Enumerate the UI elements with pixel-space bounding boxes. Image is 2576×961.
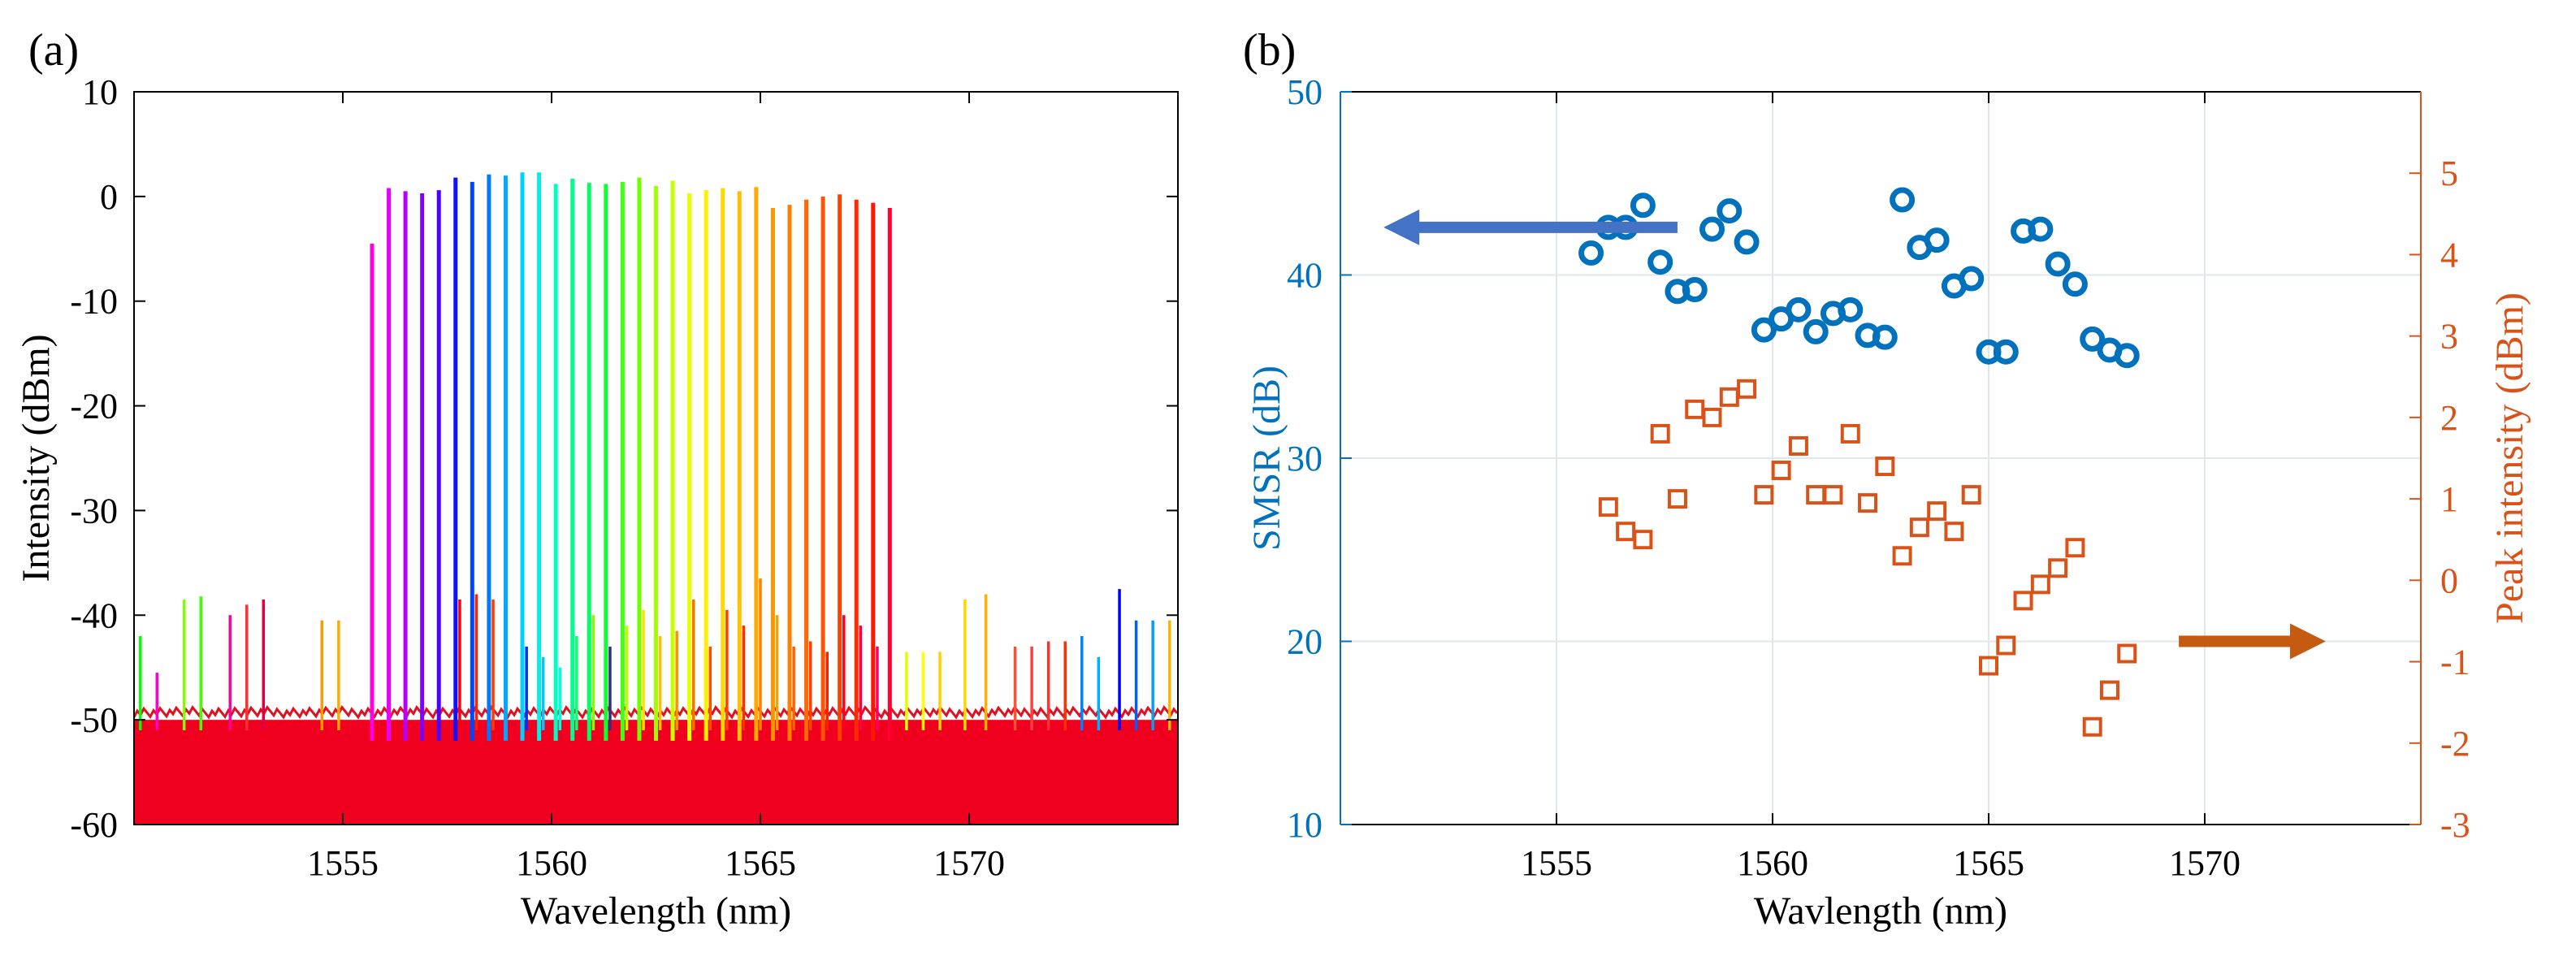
smsr-point: [1786, 297, 1812, 322]
left-y-tick-label: 30: [1287, 439, 1323, 478]
right-y-tick-label: -3: [2440, 805, 2470, 845]
right-y-tick-label: -2: [2440, 724, 2470, 764]
left-y-tick-label: 50: [1287, 72, 1323, 112]
smsr-point: [1630, 193, 1656, 219]
x-tick-label: 1555: [307, 843, 379, 883]
y-tick-label: -60: [70, 805, 118, 845]
right-axis-arrow-head: [2289, 623, 2326, 660]
x-tick-label: 1570: [933, 843, 1005, 883]
smsr-point: [2062, 271, 2088, 297]
right-y-tick-label: 0: [2440, 561, 2458, 600]
peak-intensity-point: [1875, 457, 1895, 477]
peak-intensity-point: [1996, 635, 2016, 656]
panel-a: 1555 1560 1565 1570 -60 -50 -40 -30 -20 -10 0 10 (a…: [15, 25, 1179, 933]
left-y-tick-label: 20: [1287, 622, 1323, 662]
right-y-tick-label: -1: [2440, 643, 2470, 682]
smsr-point: [1803, 318, 1829, 344]
x-tick-label: 1565: [1953, 843, 2024, 883]
peak-intensity-point: [2030, 574, 2050, 595]
peak-intensity-point: [1927, 501, 1947, 522]
peak-intensity-point: [2082, 716, 2102, 737]
x-tick-label: 1555: [1521, 843, 1592, 883]
peak-intensity-point: [1823, 485, 1843, 505]
peak-intensity-point: [1961, 485, 1981, 505]
smsr-point: [1647, 249, 1673, 275]
smsr-point: [2114, 343, 2140, 369]
right-y-tick-label: 2: [2440, 398, 2458, 438]
peak-intensity-point: [1788, 435, 1808, 456]
left-y-tick-label: 10: [1287, 805, 1323, 845]
panel-b-points: [1578, 187, 2140, 737]
panel-a-ticks: 1555 1560 1565 1570 -60 -50 -40 -30 -20 -10 0 10: [70, 72, 1178, 883]
right-y-tick-label: 3: [2440, 317, 2458, 357]
y-tick-label: -10: [70, 282, 118, 322]
peak-intensity-point: [1892, 546, 1912, 566]
right-y-tick-label: 4: [2440, 235, 2458, 275]
y-tick-label: 10: [82, 72, 118, 112]
smsr-point: [1872, 324, 1898, 350]
panel-a-x-axis-label: Wavelength (nm): [521, 890, 791, 933]
smsr-point: [1734, 229, 1760, 255]
panel-a-axes-box: [133, 91, 1179, 825]
peak-intensity-point: [1771, 461, 1791, 481]
smsr-point: [1578, 240, 1604, 266]
panel-a-peaks: [132, 172, 1179, 825]
peak-intensity-point: [1667, 489, 1687, 509]
left-y-tick-label: 40: [1287, 256, 1323, 296]
peak-intensity-point: [1840, 423, 1860, 444]
panel-b-arrows: [1383, 209, 2326, 660]
peak-intensity-point: [1737, 379, 1757, 399]
peak-intensity-point: [1858, 493, 1878, 513]
smsr-point: [2045, 251, 2071, 277]
smsr-point: [1682, 277, 1708, 303]
x-tick-label: 1565: [725, 843, 796, 883]
y-tick-label: 0: [100, 177, 118, 217]
right-y-tick-label: 5: [2440, 154, 2458, 193]
smsr-point: [1993, 339, 2019, 365]
x-tick-label: 1560: [1737, 843, 1808, 883]
panel-b-left-y-axis-label: SMSR (dB): [1245, 366, 1288, 551]
smsr-point: [2080, 326, 2106, 352]
peak-intensity-point: [1598, 497, 1618, 517]
peak-intensity-point: [1909, 517, 1929, 538]
panel-a-axes: [133, 91, 1179, 825]
smsr-point: [1717, 198, 1743, 224]
peak-intensity-point: [1754, 485, 1774, 505]
peak-intensity-point: [2048, 558, 2068, 578]
panel-a-y-axis-label: Intensity (dBm): [15, 334, 58, 582]
y-tick-label: -50: [70, 700, 118, 740]
smsr-point: [1838, 297, 1864, 322]
peak-intensity-point: [2013, 591, 2033, 611]
smsr-point: [1699, 216, 1725, 242]
peak-intensity-point: [1979, 656, 1998, 676]
y-tick-label: -40: [70, 595, 118, 635]
smsr-point: [2028, 216, 2054, 242]
peak-intensity-point: [1633, 530, 1653, 550]
smsr-point: [1890, 187, 1916, 213]
panel-b: 1555 1560 1565 1570 10 20 30 40 50 -3 -2 -1 0 1 2 3 4 5 (…: [1243, 25, 2531, 933]
smsr-point: [1924, 227, 1950, 253]
panel-b-right-y-axis-label: Peak intensity (dBm): [2488, 292, 2531, 624]
left-axis-arrow-head: [1383, 209, 1420, 245]
y-tick-label: -30: [70, 491, 118, 530]
smsr-point: [1959, 266, 1985, 292]
peak-intensity-point: [1650, 423, 1670, 444]
panel-a-label: (a): [28, 25, 79, 76]
peak-intensity-point: [1702, 407, 1722, 427]
peak-intensity-point: [2117, 643, 2137, 664]
x-tick-label: 1560: [516, 843, 587, 883]
panel-b-label: (b): [1243, 25, 1296, 76]
peak-intensity-point: [1944, 522, 1964, 542]
panel-b-ticks: 1555 1560 1565 1570 10 20 30 40 50 -3 -2 -1 0 1 2 3 4 5: [1287, 72, 2470, 883]
smsr-point: [1751, 317, 1777, 343]
y-tick-label: -20: [70, 387, 118, 426]
peak-intensity-point: [2099, 680, 2119, 700]
x-tick-label: 1570: [2169, 843, 2240, 883]
right-y-tick-label: 1: [2440, 479, 2458, 519]
peak-intensity-point: [2065, 538, 2085, 558]
panel-b-x-axis-label: Wavlength (nm): [1754, 890, 2007, 933]
